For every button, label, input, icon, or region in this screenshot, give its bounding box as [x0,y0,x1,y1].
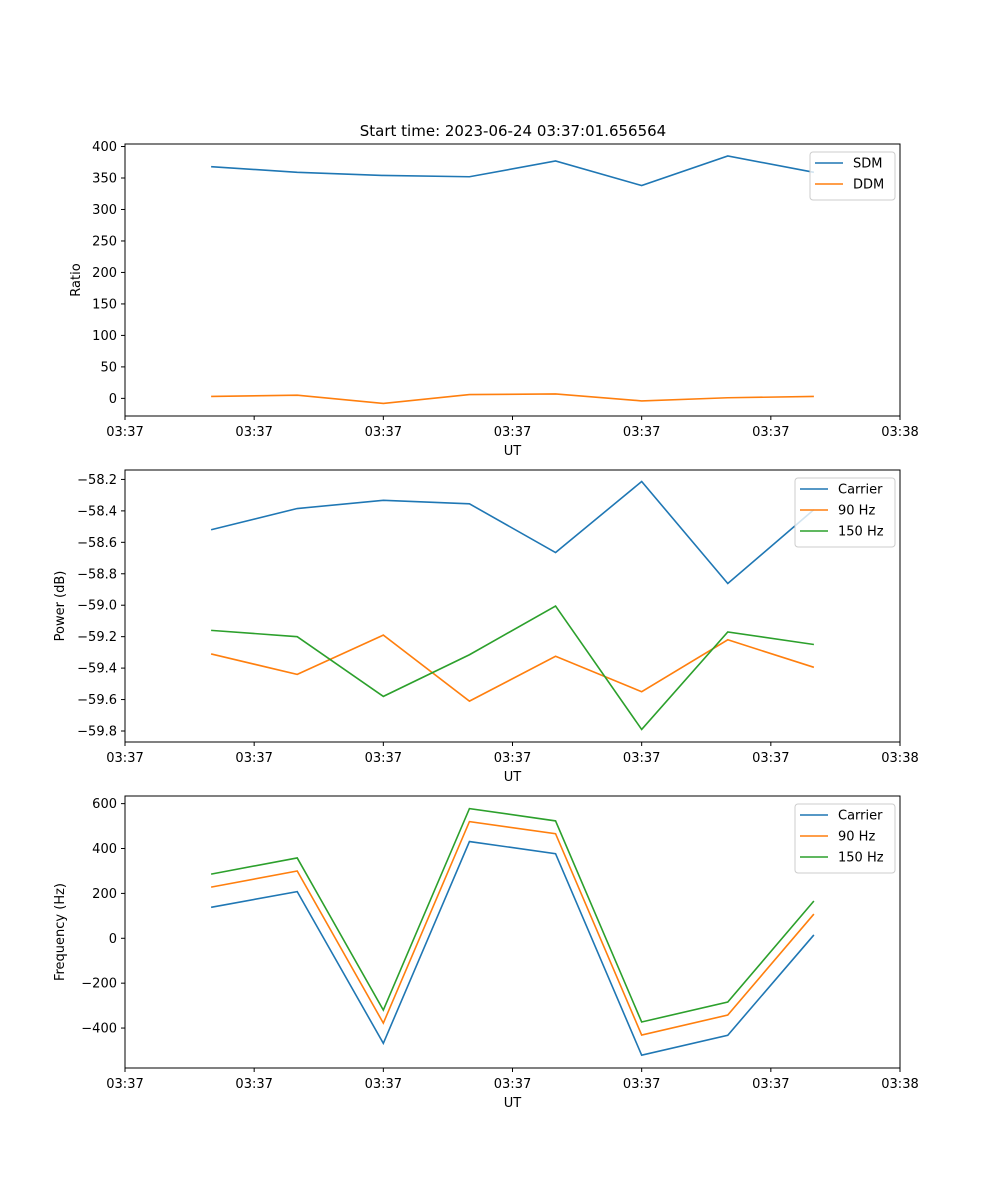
legend-box [809,151,896,201]
y-tick-label: 400 [92,140,117,155]
frequency-panel: 03:37 03:37 03:37 03:37 03:37 03:37 03:38 −400 −… [53,795,919,1111]
x-tick-label: 03:37 [235,751,272,766]
legend-label-90-hz: 90 Hz [838,504,875,519]
y-tick-label: 300 [92,203,117,218]
x-axis-label: UT [504,444,522,459]
series-line-90-hz [210,820,815,1036]
x-tick-label: 03:38 [881,751,918,766]
y-axis-label: Power (dB) [53,571,68,642]
legend: SDM DDM [809,151,896,201]
series-line-carrier [210,840,815,1057]
x-axis-label: UT [504,770,522,785]
y-tick-label: −59.8 [77,724,117,739]
y-tick-label: −200 [81,977,117,992]
y-tick-label: −58.6 [77,536,117,551]
figure-title: Start time: 2023-06-24 03:37:01.656564 [360,122,666,140]
legend-label-ddm: DDM [853,178,884,193]
x-tick-label: 03:37 [752,1077,789,1092]
y-tick-label: −59.4 [77,662,117,677]
y-tick-label: 400 [92,842,117,857]
x-tick-label: 03:37 [752,751,789,766]
x-tick-label: 03:37 [494,1077,531,1092]
y-tick-label: −400 [81,1022,117,1037]
power-panel: 03:37 03:37 03:37 03:37 03:37 03:37 03:38 −59.8… [53,469,919,785]
legend-box [794,803,896,874]
x-tick-label: 03:38 [881,1077,918,1092]
legend-label-90-hz: 90 Hz [838,830,875,845]
legend: Carrier 90 Hz 150 Hz [794,477,896,548]
x-tick-label: 03:37 [623,751,660,766]
x-tick-label: 03:37 [494,751,531,766]
x-tick-label: 03:37 [106,1077,143,1092]
series-line-sdm [211,155,815,187]
y-tick-label: 50 [100,360,117,375]
legend-label-sdm: SDM [853,157,882,172]
x-tick-label: 03:37 [365,1077,402,1092]
y-tick-label: 250 [92,234,117,249]
ratio-panel: 03:37 03:37 03:37 03:37 03:37 03:37 03:38 0 50 10… [69,140,919,459]
x-tick-label: 03:37 [106,751,143,766]
x-tick-label: 03:37 [623,425,660,440]
legend-label-150-hz: 150 Hz [838,851,884,866]
x-tick-label: 03:37 [235,425,272,440]
legend-label-carrier: Carrier [838,809,883,824]
series-line-ddm [211,393,814,405]
series-line-150-hz [210,807,815,1023]
legend-box [794,477,896,548]
series-line-carrier [210,480,815,585]
legend-label-carrier: Carrier [838,483,883,498]
y-axis-label: Ratio [69,263,84,296]
y-tick-label: 600 [92,797,117,812]
x-axis-label: UT [504,1096,522,1111]
y-tick-label: −59.0 [77,599,117,614]
x-tick-label: 03:37 [365,425,402,440]
legend-label-150-hz: 150 Hz [838,525,884,540]
y-tick-label: −58.4 [77,504,117,519]
y-tick-label: 0 [109,392,117,407]
y-tick-label: 150 [92,297,117,312]
y-axis-label: Frequency (Hz) [53,883,68,981]
x-tick-label: 03:37 [623,1077,660,1092]
x-tick-label: 03:37 [106,425,143,440]
y-tick-label: 200 [92,887,117,902]
y-tick-label: 200 [92,266,117,281]
y-tick-label: −58.8 [77,567,117,582]
series-line-150-hz [211,604,815,731]
y-tick-label: 350 [92,172,117,187]
x-tick-label: 03:37 [235,1077,272,1092]
y-tick-label: −58.2 [77,473,117,488]
y-tick-label: −59.6 [77,693,117,708]
x-tick-label: 03:37 [494,425,531,440]
y-tick-label: 0 [109,932,117,947]
y-tick-label: 100 [92,329,117,344]
x-tick-label: 03:37 [752,425,789,440]
x-tick-label: 03:37 [365,751,402,766]
y-tick-label: −59.2 [77,630,117,645]
x-tick-label: 03:38 [881,425,918,440]
legend: Carrier 90 Hz 150 Hz [794,803,896,874]
